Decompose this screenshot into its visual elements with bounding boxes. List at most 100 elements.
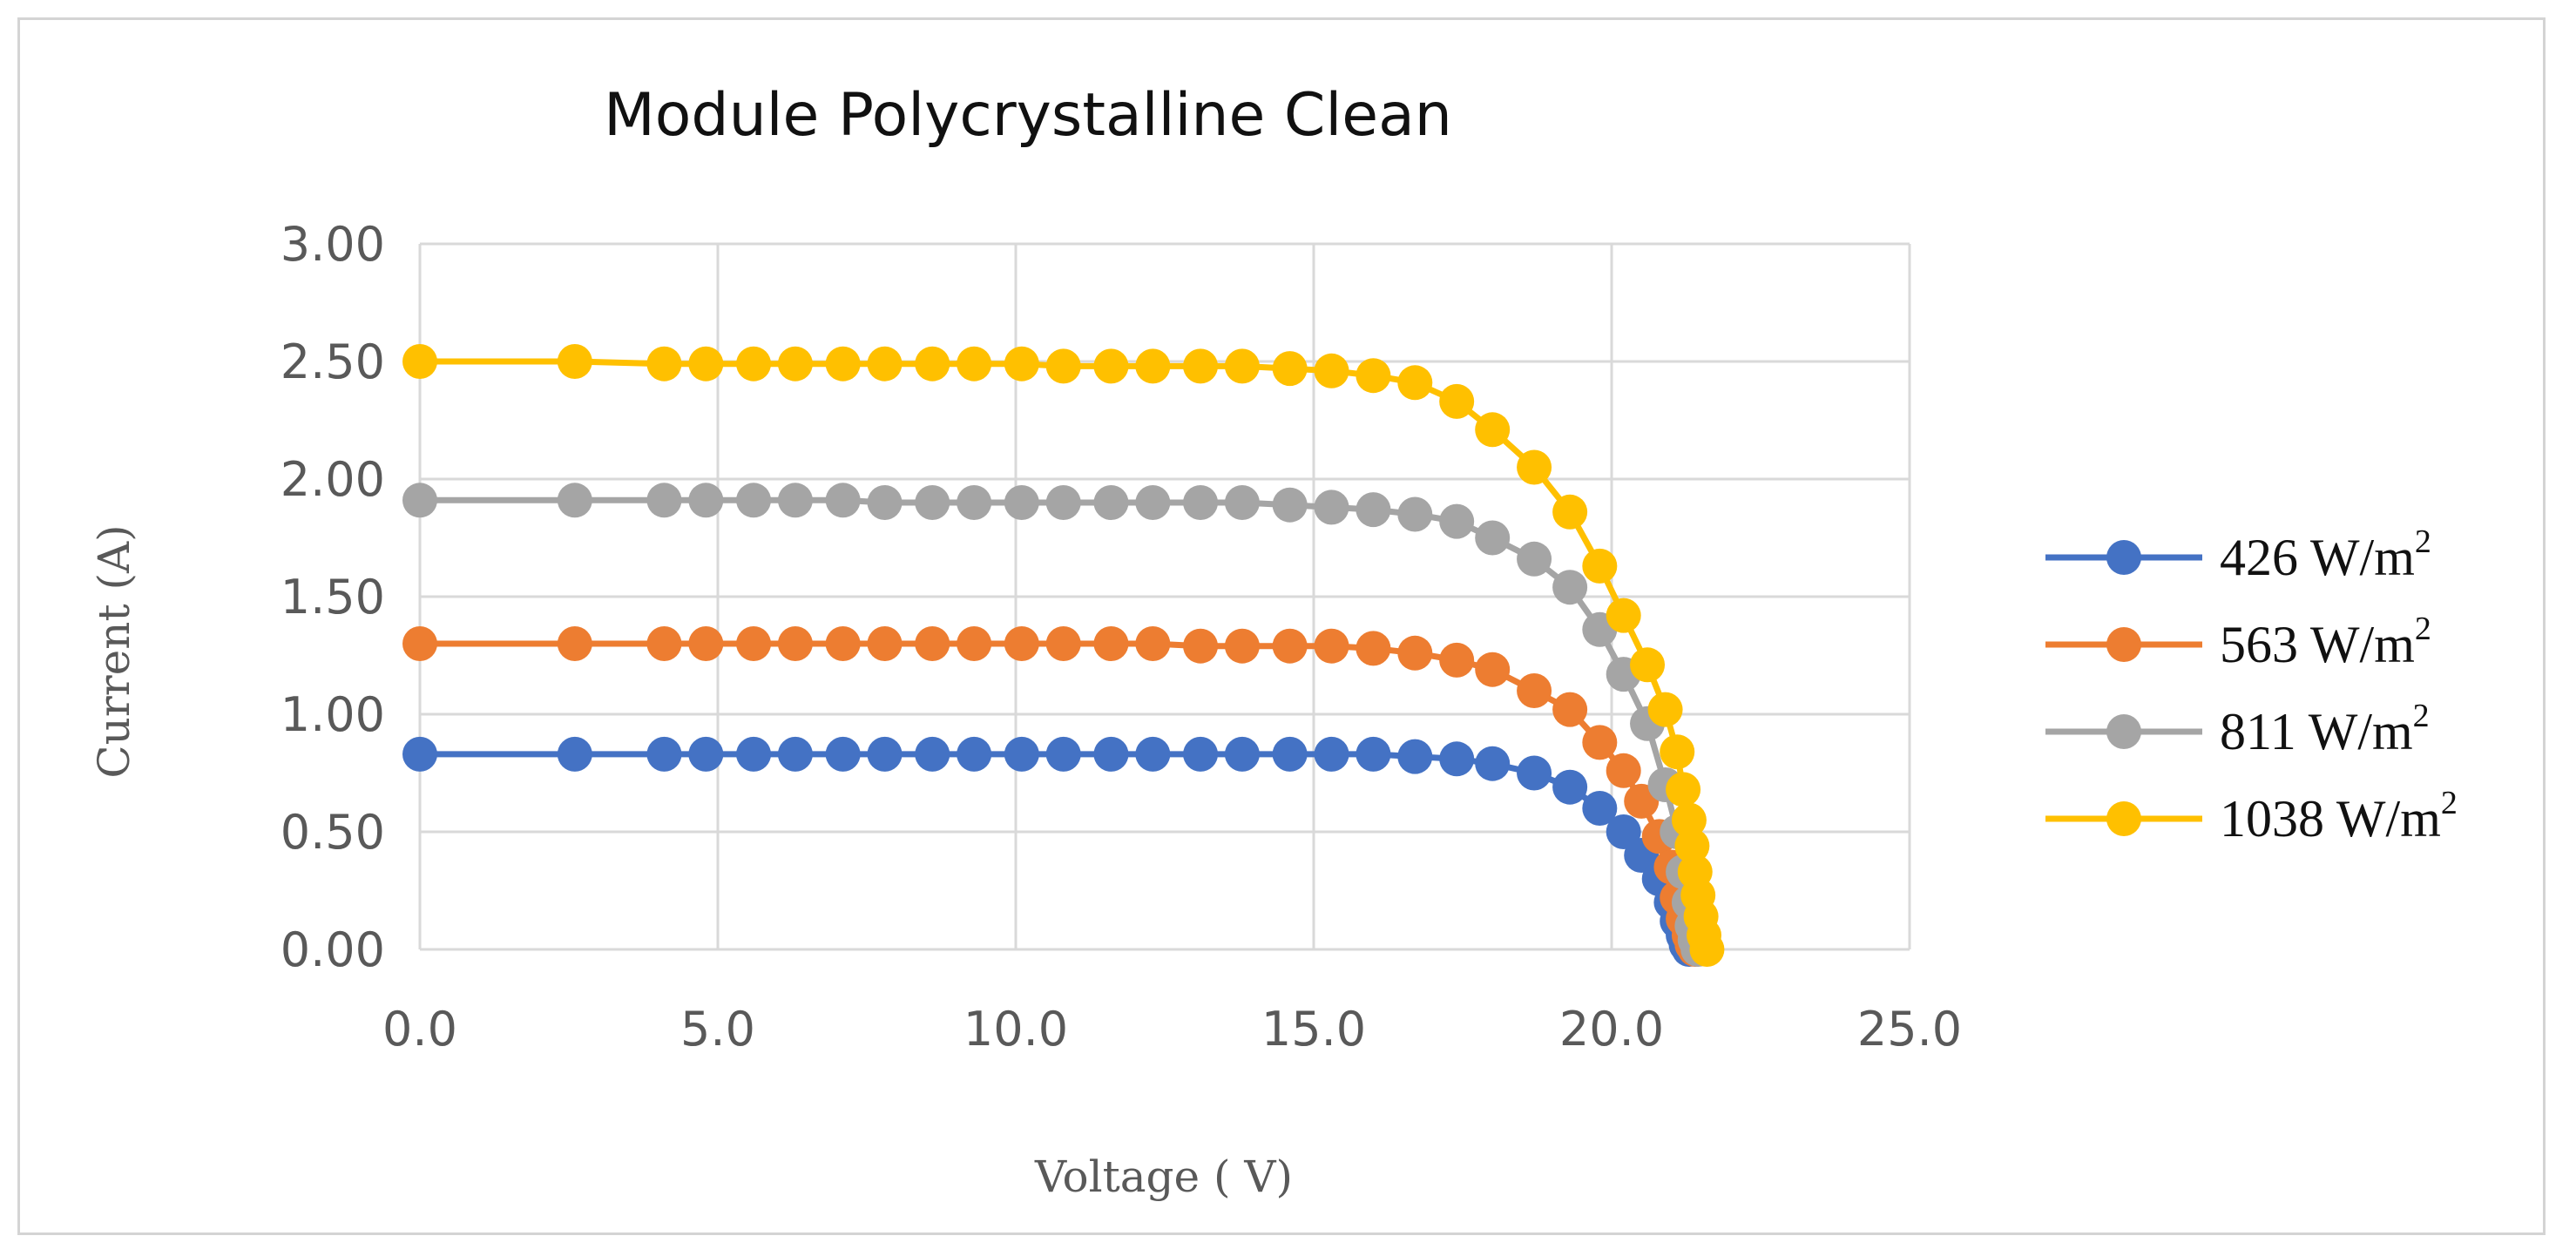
data-point <box>402 344 437 379</box>
legend-label-text: 426 W/m <box>2220 529 2415 586</box>
legend-swatch-marker <box>2106 801 2141 836</box>
data-point <box>1272 351 1308 387</box>
data-point <box>1552 692 1588 727</box>
data-point <box>1045 485 1081 520</box>
data-point <box>1582 791 1618 826</box>
data-point <box>557 483 592 518</box>
data-point <box>1439 503 1475 539</box>
data-point <box>402 483 437 518</box>
y-tick-label: 1.00 <box>281 687 385 742</box>
data-point <box>867 346 903 382</box>
legend-item: 426 W/m2 <box>2045 523 2431 586</box>
data-point <box>1674 828 1710 864</box>
data-point <box>1183 736 1219 772</box>
data-point <box>1660 734 1695 770</box>
data-point <box>957 346 992 382</box>
data-point <box>1093 736 1129 772</box>
data-point <box>1689 932 1725 967</box>
data-point <box>402 736 437 772</box>
legend-swatch-marker <box>2106 714 2141 749</box>
data-point <box>957 736 992 772</box>
data-point <box>1045 348 1081 384</box>
data-point <box>1647 692 1683 727</box>
y-tick-label: 2.50 <box>281 334 385 389</box>
data-point <box>688 346 724 382</box>
data-point <box>1135 626 1171 661</box>
legend-label-superscript: 2 <box>2415 523 2431 560</box>
series-line <box>420 751 1692 951</box>
data-point <box>646 483 682 518</box>
legend-label: 426 W/m2 <box>2220 523 2431 586</box>
x-tick-label: 5.0 <box>680 1002 755 1057</box>
legend-label: 1038 W/m2 <box>2220 785 2458 847</box>
data-point <box>1630 647 1666 683</box>
data-point <box>1606 598 1641 633</box>
data-point <box>736 483 772 518</box>
data-point <box>1272 487 1308 523</box>
data-point <box>736 346 772 382</box>
legend-label: 563 W/m2 <box>2220 611 2431 673</box>
data-point <box>1004 736 1039 772</box>
data-point <box>1606 753 1641 788</box>
data-point <box>1004 626 1039 661</box>
data-point <box>1272 628 1308 664</box>
data-point <box>777 483 813 518</box>
data-point <box>957 485 992 520</box>
legend-item: 563 W/m2 <box>2045 611 2431 673</box>
data-point <box>688 626 724 661</box>
data-point <box>1552 570 1588 605</box>
data-point <box>1224 348 1260 384</box>
data-point <box>1475 520 1511 556</box>
legend-item: 811 W/m2 <box>2045 698 2430 760</box>
data-point <box>1314 490 1349 525</box>
data-point <box>1183 485 1219 520</box>
x-tick-label: 20.0 <box>1559 1002 1664 1057</box>
data-point <box>777 736 813 772</box>
data-point <box>1517 449 1552 485</box>
data-point <box>1517 541 1552 577</box>
data-point <box>1439 741 1475 777</box>
y-tick-label: 2.00 <box>281 452 385 507</box>
legend-label-superscript: 2 <box>2415 611 2431 647</box>
x-axis-ticks: 0.0 5.0 10.0 15.0 20.0 25.0 <box>382 1002 1962 1057</box>
data-point <box>1666 772 1701 807</box>
data-point <box>1475 746 1511 781</box>
y-tick-label: 1.50 <box>281 570 385 625</box>
data-point <box>1135 348 1171 384</box>
data-point <box>1439 383 1475 419</box>
series-layer <box>402 344 1725 967</box>
data-point <box>867 485 903 520</box>
data-point <box>557 736 592 772</box>
data-point <box>688 483 724 518</box>
data-point <box>1475 652 1511 687</box>
data-point <box>915 626 950 661</box>
data-point <box>557 626 592 661</box>
data-point <box>1045 626 1081 661</box>
data-point <box>1397 739 1433 774</box>
data-point <box>1183 348 1219 384</box>
data-point <box>1314 628 1349 664</box>
data-point <box>1356 358 1391 394</box>
x-tick-label: 15.0 <box>1261 1002 1366 1057</box>
data-point <box>646 736 682 772</box>
data-point <box>1224 628 1260 664</box>
data-point <box>1552 769 1588 805</box>
legend-label-text: 563 W/m <box>2220 616 2415 673</box>
data-point <box>736 736 772 772</box>
data-point <box>1045 736 1081 772</box>
data-point <box>915 346 950 382</box>
data-point <box>1475 412 1511 448</box>
series-line <box>420 496 1701 951</box>
data-point <box>1272 736 1308 772</box>
data-point <box>1314 353 1349 388</box>
series-2 <box>402 483 1716 967</box>
data-point <box>1314 736 1349 772</box>
data-point <box>646 346 682 382</box>
legend-label-superscript: 2 <box>2413 698 2430 734</box>
data-point <box>1004 485 1039 520</box>
data-point <box>825 483 861 518</box>
data-point <box>688 736 724 772</box>
data-point <box>1356 736 1391 772</box>
